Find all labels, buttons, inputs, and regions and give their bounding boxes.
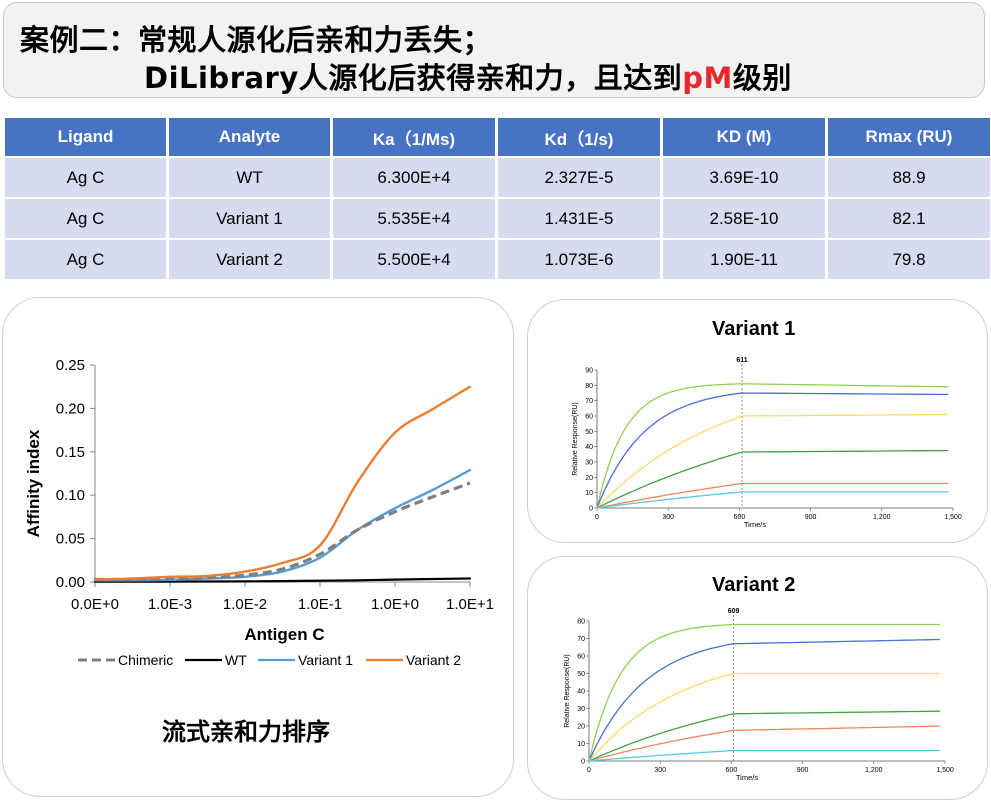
title-line-2-prefix: DiLibrary人源化后获得亲和力，且达到	[144, 61, 683, 95]
header-ligand: Ligand	[5, 118, 166, 156]
kinetics-table: Ligand Analyte Ka（1/Ms) Kd（1/s) KD (M) R…	[2, 116, 991, 281]
variant2-title: Variant 2	[712, 574, 796, 596]
table-cell: Variant 2	[169, 240, 330, 279]
table-cell: Ag C	[5, 199, 166, 238]
table-header-row: Ligand Analyte Ka（1/Ms) Kd（1/s) KD (M) R…	[5, 118, 990, 156]
table-row: Ag C Variant 2 5.500E+4 1.073E-6 1.90E-1…	[5, 240, 990, 279]
table-cell: WT	[169, 158, 330, 197]
table-cell: 88.9	[828, 158, 990, 197]
table-cell: 6.300E+4	[333, 158, 495, 197]
table-cell: 3.69E-10	[663, 158, 825, 197]
table-cell: 1.90E-11	[663, 240, 825, 279]
title-banner: 案例二：常规人源化后亲和力丢失； DiLibrary人源化后获得亲和力，且达到p…	[3, 2, 985, 98]
header-kd-rate: Kd（1/s)	[498, 118, 660, 156]
table-cell: 1.073E-6	[498, 240, 660, 279]
table-cell: 2.327E-5	[498, 158, 660, 197]
table-row: Ag C Variant 1 5.535E+4 1.431E-5 2.58E-1…	[5, 199, 990, 238]
table-cell: 2.58E-10	[663, 199, 825, 238]
table-cell: 82.1	[828, 199, 990, 238]
variant1-title: Variant 1	[712, 318, 796, 340]
table-cell: 5.500E+4	[333, 240, 495, 279]
title-line-2: DiLibrary人源化后获得亲和力，且达到pM级别	[144, 55, 792, 97]
table-cell: Ag C	[5, 158, 166, 197]
table-cell: 79.8	[828, 240, 990, 279]
table-row: Ag C WT 6.300E+4 2.327E-5 3.69E-10 88.9	[5, 158, 990, 197]
header-ka: Ka（1/Ms)	[333, 118, 495, 156]
title-line-1: 案例二：常规人源化后亲和力丢失；	[20, 23, 493, 57]
header-analyte: Analyte	[169, 118, 330, 156]
table-cell: 1.431E-5	[498, 199, 660, 238]
header-rmax: Rmax (RU)	[828, 118, 990, 156]
header-kd-constant: KD (M)	[663, 118, 825, 156]
table-cell: Variant 1	[169, 199, 330, 238]
table-cell: Ag C	[5, 240, 166, 279]
table-cell: 5.535E+4	[333, 199, 495, 238]
title-accent-pm: pM	[682, 61, 733, 95]
title-line-2-suffix: 级别	[732, 61, 792, 95]
affinity-caption: 流式亲和力排序	[162, 718, 330, 746]
